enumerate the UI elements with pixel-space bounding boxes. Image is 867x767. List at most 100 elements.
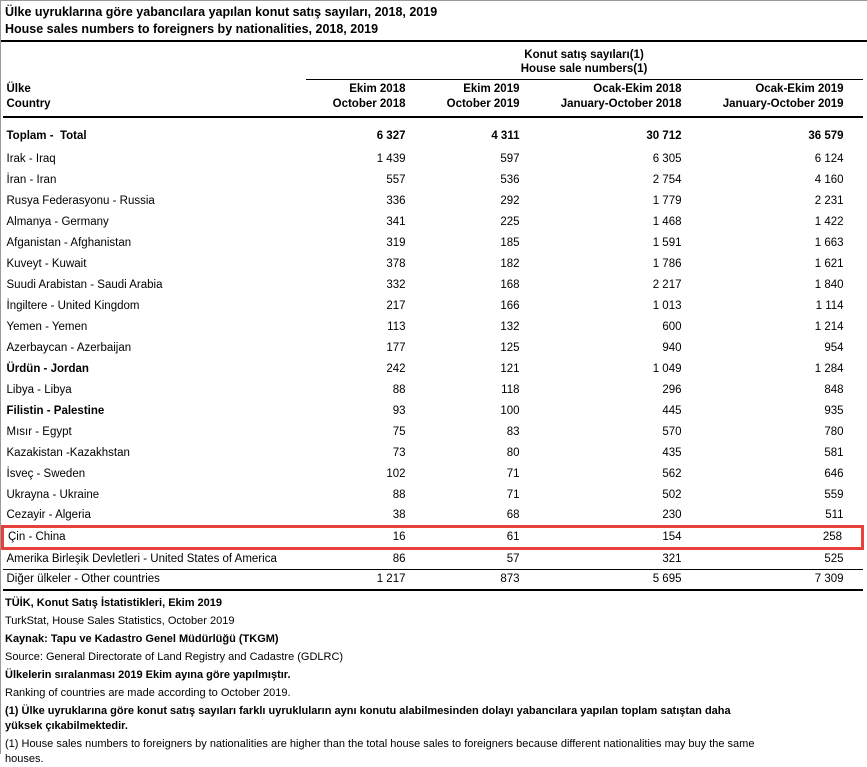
value-cell: 445 <box>662 405 682 417</box>
value-cell: 511 <box>825 508 844 521</box>
value-cell: 1 114 <box>815 300 844 312</box>
country-label: Irak - Iraq <box>6 153 56 165</box>
value-cell: 113 <box>387 321 406 333</box>
value-cell: 102 <box>386 468 406 480</box>
table-body: Toplam - Total 6 327 4 311 30 712 36 579 Irak… <box>1 117 865 591</box>
value-cell: 68 <box>506 508 520 521</box>
value-cell: 557 <box>386 174 406 186</box>
column-header-country: Ülke Country <box>2 79 306 118</box>
value-cell: 166 <box>500 300 520 312</box>
table-row: Ukrayna - Ukraine 88 71 502 559 <box>3 484 863 505</box>
value-cell: 38 <box>392 508 406 521</box>
table-row: Azerbaycan - Azerbaijan 177 125 940 954 <box>3 337 863 358</box>
country-label: Kuveyt - Kuwait <box>6 258 87 270</box>
table-row: İsveç - Sweden 102 71 562 646 <box>3 463 863 484</box>
table-row: Rusya Federasyonu - Russia 336 292 1 779 2 2… <box>3 190 863 211</box>
footnote-line: TÜİK, Konut Satış İstatistikleri, Ekim 2… <box>5 597 223 609</box>
table-row: Kuveyt - Kuwait 378 182 1 786 1 621 <box>3 253 863 274</box>
country-label: Ukrayna - Ukraine <box>6 489 100 501</box>
value-cell: 182 <box>500 258 520 270</box>
value-cell: 4 311 <box>491 130 520 142</box>
country-label: Mısır - Egypt <box>6 426 72 438</box>
country-label: Filistin - Palestine <box>6 405 105 417</box>
country-label: İran - Iran <box>6 174 57 186</box>
country-label: Amerika Birleşik Devletleri - United Sta… <box>6 552 277 565</box>
value-cell: 16 <box>305 524 406 550</box>
title-block: Ülke uyruklarına göre yabancılara yapıla… <box>1 1 867 42</box>
value-cell: 217 <box>386 300 406 312</box>
footnote-line: TurkStat, House Sales Statistics, Octobe… <box>5 615 235 627</box>
value-cell: 71 <box>506 468 520 480</box>
group-header: Konut satış sayıları(1) House sale numbe… <box>305 42 863 80</box>
footnote-line: Kaynak: Tapu ve Kadastro Genel Müdürlüğü… <box>5 633 279 645</box>
value-cell: 57 <box>506 552 520 565</box>
country-label: İsveç - Sweden <box>6 468 86 480</box>
group-header-row: Konut satış sayıları(1) House sale numbe… <box>3 42 863 80</box>
value-cell: 581 <box>824 447 844 459</box>
column-header-oct-2019: Ekim 2019 October 2019 <box>405 79 520 118</box>
value-cell: 935 <box>824 405 844 417</box>
value-cell: 61 <box>405 524 520 550</box>
footnote-line: Source: General Directorate of Land Regi… <box>5 651 344 663</box>
country-label: Suudi Arabistan - Saudi Arabia <box>6 279 163 291</box>
value-cell: 80 <box>506 447 520 459</box>
value-cell: 5 695 <box>519 568 682 591</box>
value-cell: 6 305 <box>652 153 682 165</box>
column-header-row: Ülke Country Ekim 2018 October 2018 Ekim… <box>2 79 863 118</box>
value-cell: 1 214 <box>814 321 844 333</box>
footnotes-block: TÜİK, Konut Satış İstatistikleri, Ekim 2… <box>1 591 867 767</box>
value-cell: 177 <box>386 342 406 354</box>
footnote-line: (1) Ülke uyruklarına göre konut satış sa… <box>5 705 737 732</box>
value-cell: 4 160 <box>814 174 844 186</box>
value-cell: 71 <box>506 489 520 501</box>
table-row: Diğer ülkeler - Other countries 1 217 873 5… <box>2 568 863 591</box>
value-cell: 1 779 <box>652 195 682 207</box>
table-row: İngiltere - United Kingdom 217 166 1 013 1 1… <box>3 295 863 316</box>
value-cell: 1 217 <box>305 568 406 591</box>
country-label: Ürdün - Jordan <box>6 363 89 375</box>
country-label: Afganistan - Afghanistan <box>6 237 132 249</box>
value-cell: 1 013 <box>652 300 682 312</box>
value-cell: 125 <box>500 342 520 354</box>
country-label: Toplam - Total <box>6 130 87 142</box>
table-row: Irak - Iraq 1 439 597 6 305 6 124 <box>3 148 863 169</box>
value-cell: 1 422 <box>814 216 844 228</box>
country-label: Almanya - Germany <box>6 216 109 228</box>
value-cell: 88 <box>392 489 406 501</box>
table-row: Ürdün - Jordan 242 121 1 049 1 284 <box>3 358 863 379</box>
value-cell: 940 <box>662 342 682 354</box>
value-cell: 435 <box>662 447 682 459</box>
page-title-english: House sales numbers to foreigners by nat… <box>5 22 379 36</box>
value-cell: 646 <box>824 468 844 480</box>
value-cell: 954 <box>824 342 844 354</box>
value-cell: 258 <box>681 524 865 550</box>
column-header-oct-2018: Ekim 2018 October 2018 <box>305 79 406 118</box>
value-cell: 225 <box>500 216 520 228</box>
value-cell: 93 <box>392 405 406 417</box>
value-cell: 332 <box>386 279 406 291</box>
table-row: Mısır - Egypt 75 83 570 780 <box>3 421 863 442</box>
value-cell: 132 <box>500 321 520 333</box>
value-cell: 230 <box>662 508 682 521</box>
value-cell: 292 <box>500 195 520 207</box>
value-cell: 6 124 <box>814 153 844 165</box>
table-row: Suudi Arabistan - Saudi Arabia 332 168 2 21… <box>3 274 863 295</box>
value-cell: 36 579 <box>808 130 844 142</box>
group-header-turkish: Konut satış sayıları(1) <box>524 49 644 61</box>
value-cell: 873 <box>405 568 520 591</box>
country-label: Rusya Federasyonu - Russia <box>6 195 155 207</box>
value-cell: 168 <box>500 279 520 291</box>
country-header-turkish: Ülke <box>6 83 31 95</box>
value-cell: 780 <box>824 426 844 438</box>
table-row: Kazakistan -Kazakhstan 73 80 435 581 <box>3 442 863 463</box>
value-cell: 6 327 <box>376 130 406 142</box>
value-cell: 525 <box>824 552 844 565</box>
value-cell: 7 309 <box>681 568 863 591</box>
country-label: Kazakistan -Kazakhstan <box>6 447 130 459</box>
value-cell: 848 <box>824 384 844 396</box>
value-cell: 100 <box>500 405 520 417</box>
value-cell: 1 284 <box>814 363 844 375</box>
table-row: Yemen - Yemen 113 132 600 1 214 <box>3 316 863 337</box>
table-row-highlighted: Çin - China 16 61 154 258 <box>1 524 865 550</box>
